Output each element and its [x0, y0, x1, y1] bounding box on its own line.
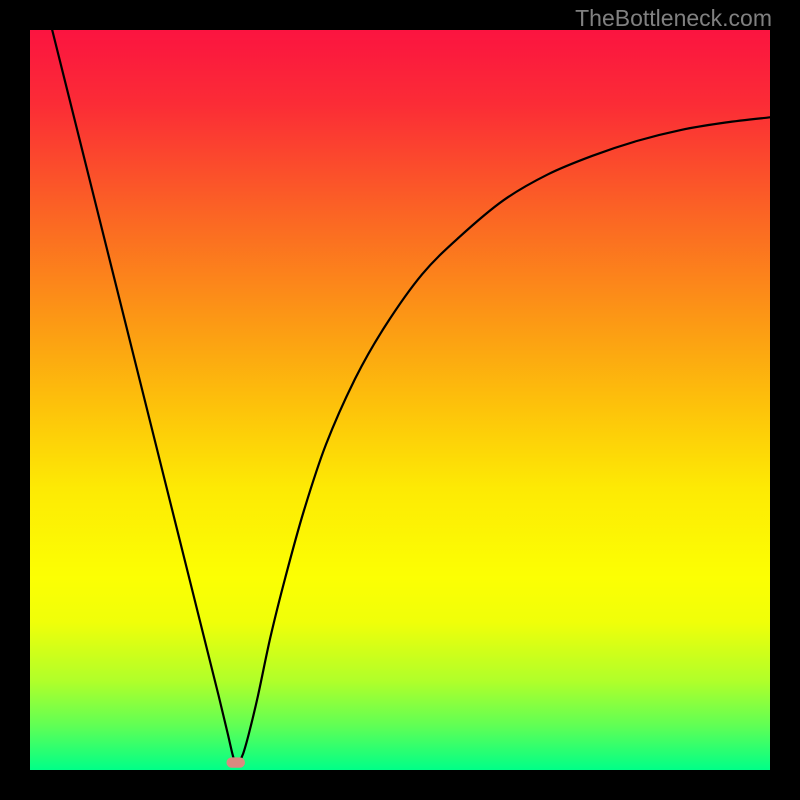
chart-stage: TheBottleneck.com: [0, 0, 800, 800]
watermark-text: TheBottleneck.com: [575, 5, 772, 32]
optimal-point-marker: [226, 757, 245, 767]
bottleneck-curve: [52, 30, 770, 765]
plot-svg: [0, 0, 800, 800]
